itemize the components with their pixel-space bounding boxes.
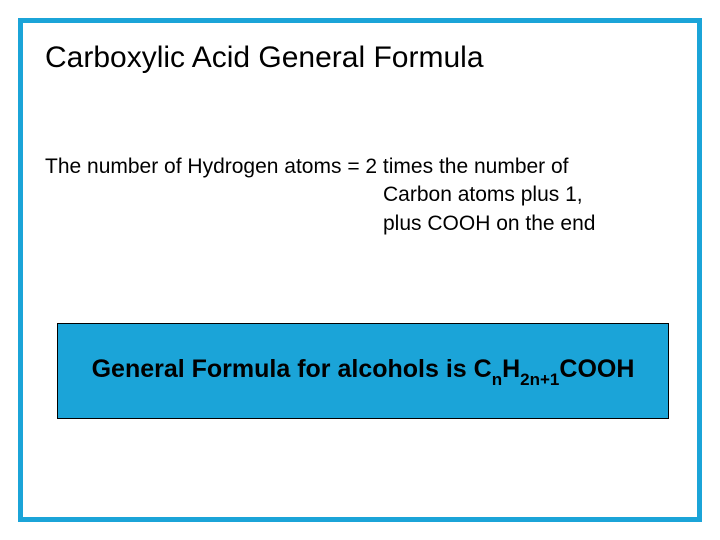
slide-frame: Carboxylic Acid General Formula The numb… [18, 18, 702, 522]
body-text: The number of Hydrogen atoms = 2 times t… [45, 153, 675, 238]
formula-text: General Formula for alcohols is CnH2n+1C… [92, 355, 635, 388]
body-line-1: The number of Hydrogen atoms = 2 times t… [45, 153, 675, 181]
formula-c-sub: n [492, 370, 502, 389]
body-line-1-prefix: The number of Hydrogen atoms = [45, 155, 365, 178]
body-line-1-suffix: 2 times the number of [365, 155, 568, 178]
formula-c: C [474, 355, 492, 383]
formula-box: General Formula for alcohols is CnH2n+1C… [57, 323, 669, 419]
formula-suffix: COOH [559, 355, 634, 383]
formula-h: H [502, 355, 520, 383]
body-line-3: plus COOH on the end [383, 210, 675, 238]
formula-h-sub: 2n+1 [520, 370, 559, 389]
body-line-2: Carbon atoms plus 1, [383, 181, 675, 209]
slide-title: Carboxylic Acid General Formula [45, 41, 484, 75]
formula-prefix: General Formula for alcohols is [92, 355, 474, 383]
